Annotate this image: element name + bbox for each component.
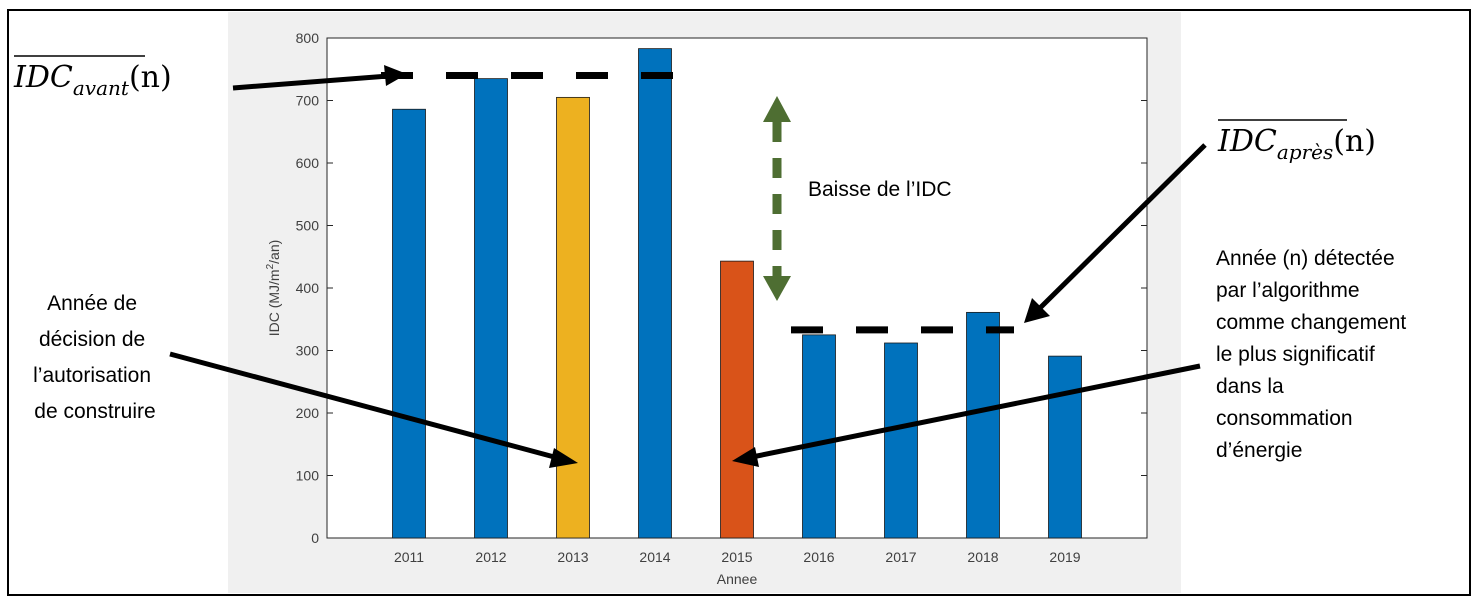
- y-tick-label: 300: [296, 343, 320, 359]
- idc-apres-label: IDCaprès(n): [1217, 124, 1376, 164]
- y-axis: 0 100 200 300 400 500 600 700 800: [296, 30, 1147, 546]
- arrow-apres-line: [1038, 143, 1207, 310]
- idc-avant-label-main: IDC: [13, 60, 73, 95]
- detected-line-2: par l’algorithme: [1216, 279, 1360, 302]
- detected-line-7: d’énergie: [1216, 439, 1302, 462]
- x-axis: 2011 2012 2013 2014 2015 2016 2017 2018 2019: [394, 532, 1081, 565]
- x-tick-label: 2017: [885, 549, 916, 565]
- y-tick-label: 700: [296, 93, 320, 109]
- drop-arrow-down-head: [763, 276, 791, 301]
- y-tick-label: 800: [296, 30, 320, 46]
- idc-avant-label-suffix: (n): [129, 60, 172, 95]
- bar-2014: [638, 48, 672, 539]
- bar-2013: [556, 96, 590, 539]
- detected-line-1: Année (n) détectée: [1216, 247, 1395, 270]
- decision-line-4: de construire: [34, 400, 155, 423]
- bar-2016: [802, 334, 836, 539]
- idc-apres-label-sub: après: [1277, 140, 1333, 164]
- detected-line-5: dans la: [1216, 375, 1284, 398]
- idc-apres-label-suffix: (n): [1333, 124, 1376, 159]
- decision-line-2: décision de: [39, 328, 145, 351]
- x-tick-label: 2012: [475, 549, 506, 565]
- arrow-apres-head: [1024, 298, 1050, 323]
- decision-line-1: Année de: [47, 292, 137, 315]
- y-tick-label: 600: [296, 155, 320, 171]
- detected-line-3: comme changement: [1216, 311, 1406, 334]
- arrow-decision-line: [169, 351, 559, 461]
- arrow-detected-line: [751, 363, 1201, 460]
- y-axis-label-main: IDC (MJ/m: [266, 269, 282, 336]
- x-tick-label: 2019: [1049, 549, 1080, 565]
- decision-line-3: l’autorisation: [33, 364, 151, 387]
- idc-avant-label-sub: avant: [73, 76, 130, 100]
- detected-year-annotation: Année (n) détectée par l’algorithme comm…: [1216, 247, 1412, 462]
- bar-2011: [392, 108, 426, 539]
- drop-arrow-up-head: [763, 96, 791, 122]
- arrow-decision-head: [549, 448, 578, 468]
- detected-line-4: le plus significatif: [1216, 343, 1375, 366]
- y-tick-label: 0: [311, 530, 319, 546]
- decision-year-annotation: Année de décision de l’autorisation de c…: [33, 292, 157, 423]
- y-tick-label: 200: [296, 405, 320, 421]
- arrow-detected-head: [732, 447, 759, 467]
- y-axis-label-end: /an): [266, 240, 282, 264]
- bar-2019: [1048, 355, 1082, 539]
- x-tick-label: 2018: [967, 549, 998, 565]
- annotation-arrows: [169, 65, 1207, 468]
- mean-lines: [381, 72, 1014, 334]
- bar-2017: [884, 342, 918, 539]
- x-axis-label: Annee: [717, 571, 758, 587]
- bar-2015: [720, 260, 754, 539]
- y-tick-label: 400: [296, 280, 320, 296]
- y-axis-label: IDC (MJ/m2/an): [265, 240, 282, 337]
- drop-label: Baisse de l’IDC: [808, 178, 952, 201]
- drop-double-arrow: [763, 96, 791, 301]
- y-axis-label-superscript: 2: [265, 263, 276, 269]
- x-tick-label: 2016: [803, 549, 834, 565]
- arrow-avant-head: [384, 65, 407, 86]
- x-tick-label: 2011: [394, 549, 424, 565]
- detected-line-6: consommation: [1216, 407, 1353, 430]
- x-tick-label: 2014: [639, 549, 670, 565]
- y-tick-label: 100: [296, 468, 320, 484]
- arrow-avant-line: [232, 73, 389, 91]
- y-tick-label: 500: [296, 218, 320, 234]
- bar-2012: [474, 78, 508, 539]
- bar-2018: [966, 311, 1000, 539]
- idc-avant-label: IDCavant(n): [13, 60, 172, 100]
- x-tick-label: 2015: [721, 549, 752, 565]
- idc-apres-label-main: IDC: [1217, 124, 1277, 159]
- x-tick-label: 2013: [557, 549, 588, 565]
